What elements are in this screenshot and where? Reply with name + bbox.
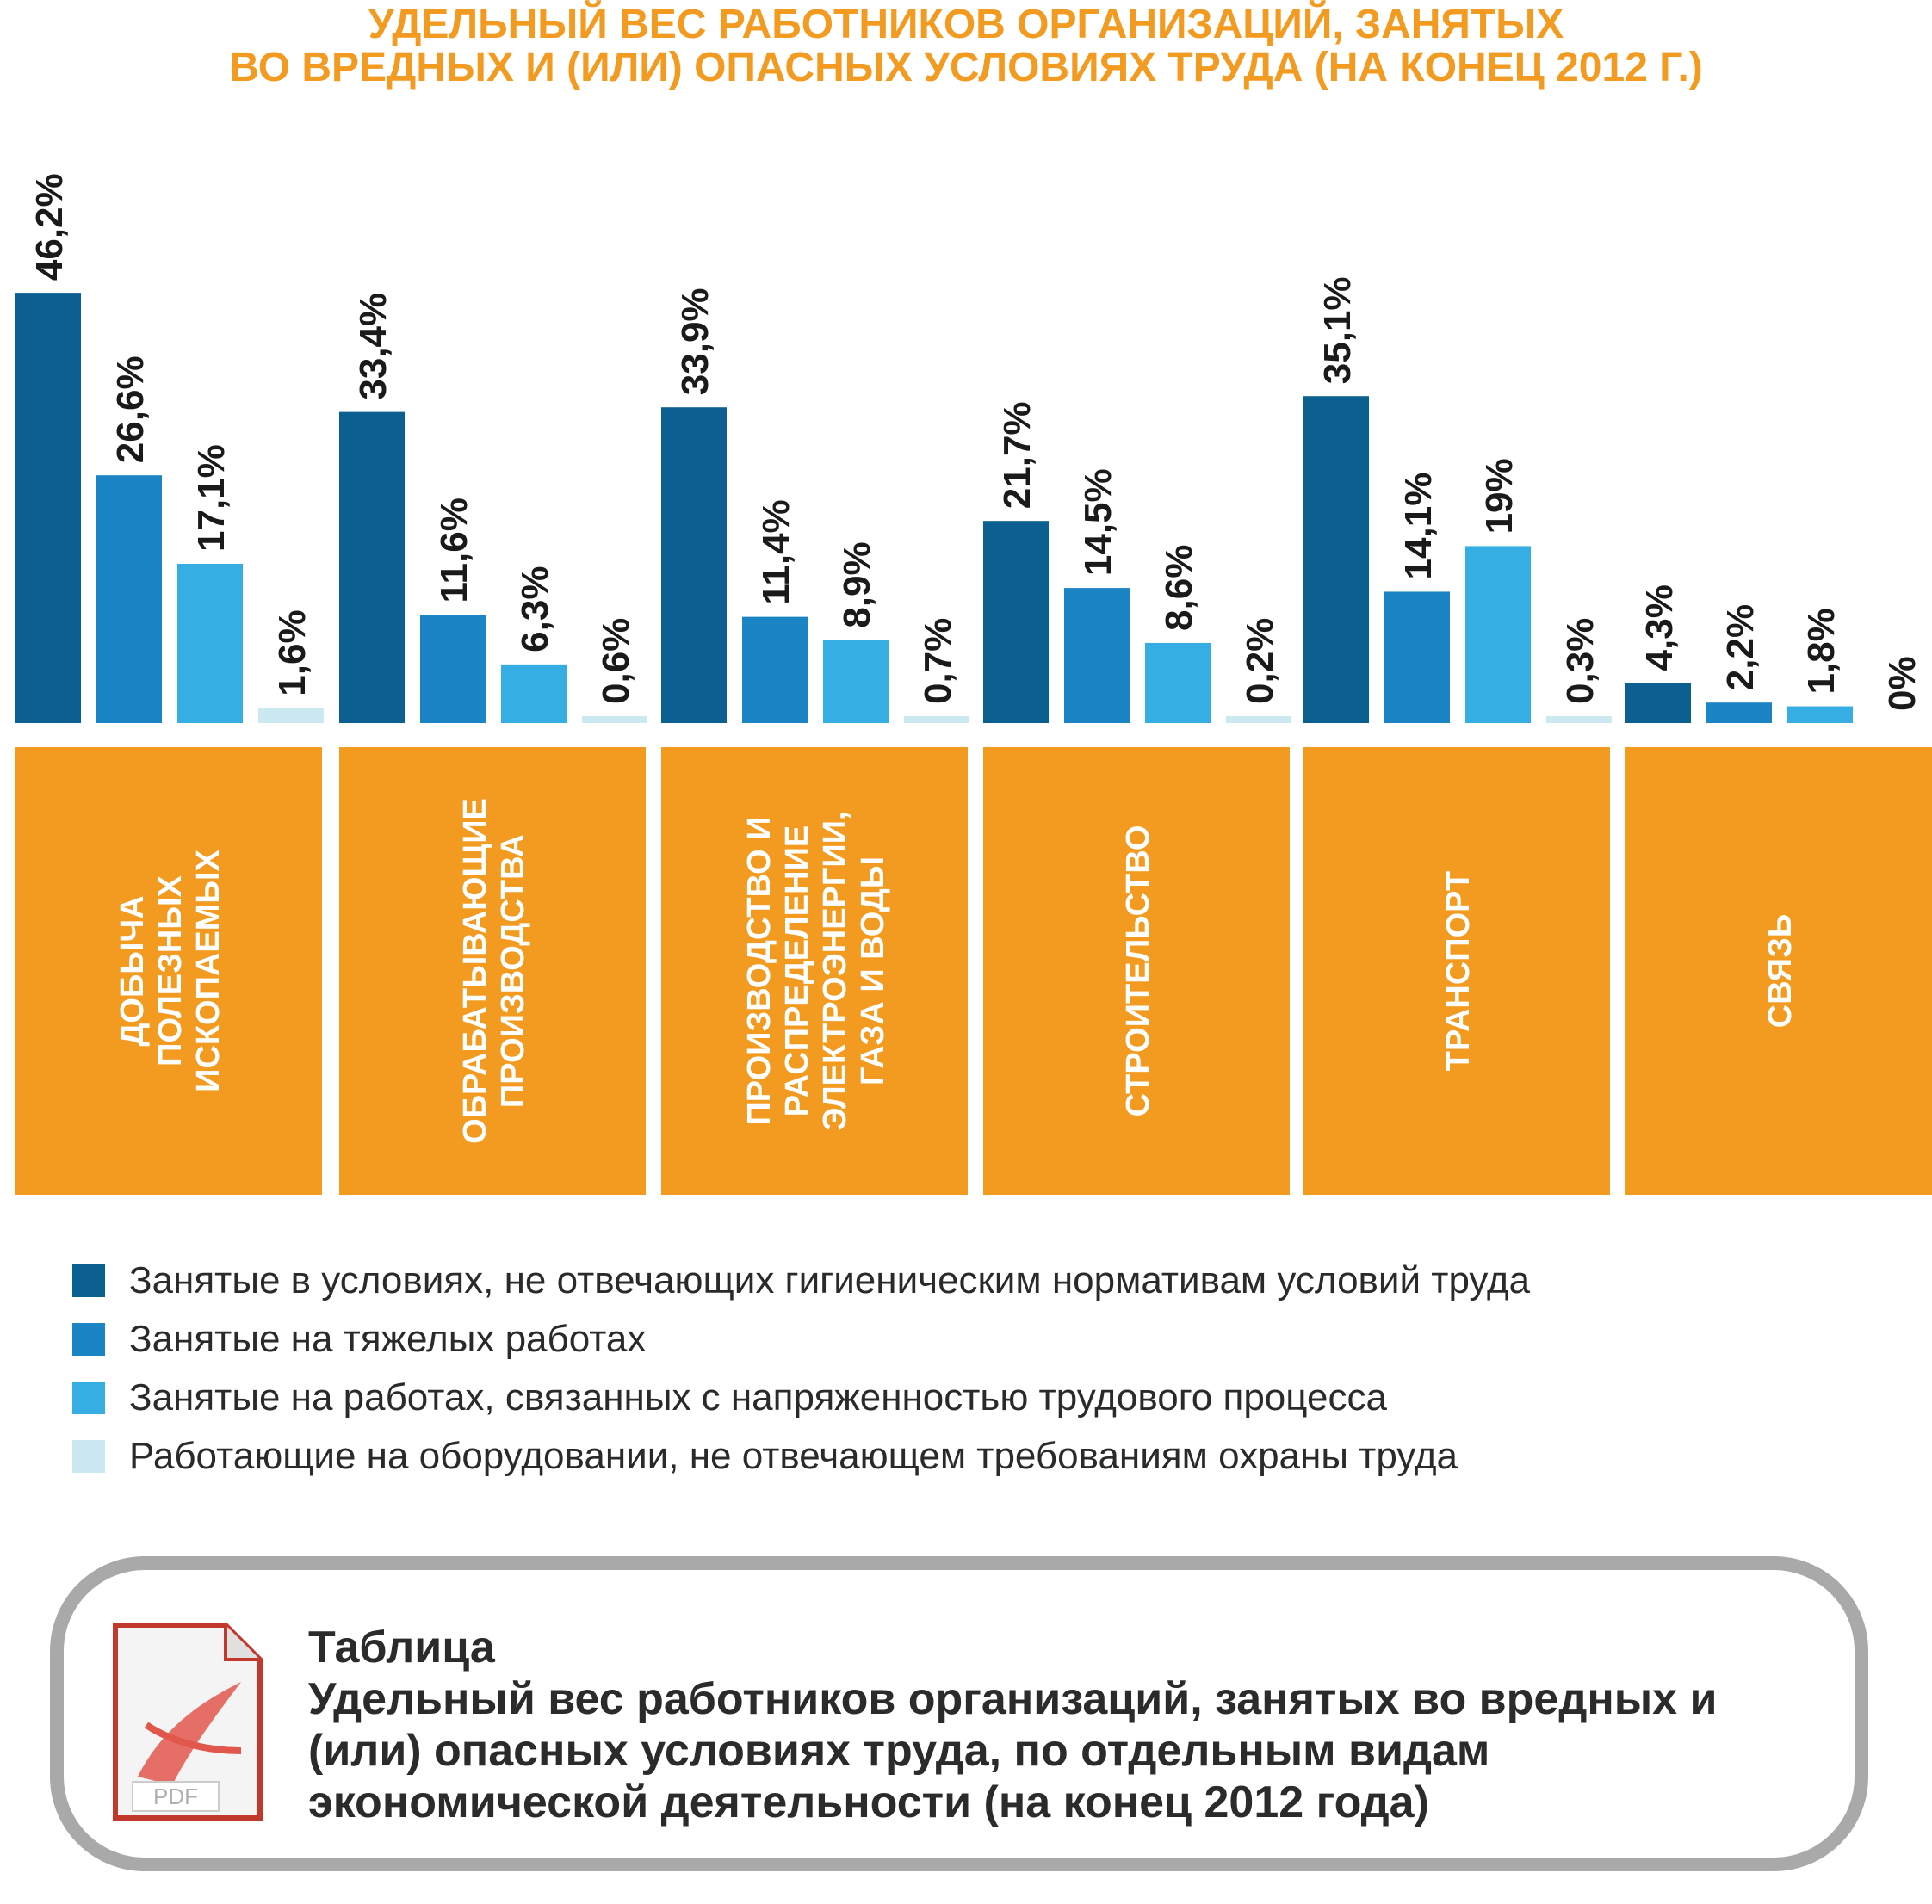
category-label-line: ОБРАБАТЫВАЮЩИЕ bbox=[457, 798, 493, 1144]
category-label-line: ТРАНСПОРТ bbox=[1440, 871, 1477, 1071]
bar bbox=[1546, 716, 1612, 723]
data-label: 8,9% bbox=[836, 541, 878, 627]
bar-chart: ДОБЫЧАПОЛЕЗНЫХИСКОПАЕМЫХ 46,2% 26,6% 17,1% 1… bbox=[15, 173, 1932, 1195]
bar bbox=[904, 716, 969, 723]
category-label-line: ПРОИЗВОДСТВО И bbox=[741, 816, 777, 1125]
data-label: 2,2% bbox=[1719, 604, 1762, 690]
bar bbox=[823, 640, 889, 723]
pdf-table-link[interactable]: PDF Таблица Удельный вес работников орга… bbox=[50, 1556, 1868, 1871]
category-label: ТРАНСПОРТ bbox=[1440, 871, 1477, 1071]
bar bbox=[1465, 546, 1531, 723]
data-label: 0,6% bbox=[595, 618, 637, 704]
bar bbox=[1706, 702, 1772, 723]
category-label: ДОБЫЧАПОЛЕЗНЫХИСКОПАЕМЫХ bbox=[115, 849, 226, 1091]
data-label: 11,6% bbox=[433, 498, 475, 603]
legend-swatch bbox=[72, 1323, 105, 1356]
category-panel bbox=[1625, 747, 1932, 1195]
category-label-line: ДОБЫЧА bbox=[115, 895, 151, 1046]
category-label: ОБРАБАТЫВАЮЩИЕПРОИЗВОДСТВА bbox=[457, 798, 531, 1144]
bar bbox=[177, 563, 243, 723]
legend-label: Занятые на работах, связанных с напряжен… bbox=[129, 1376, 1387, 1419]
category-label: ПРОИЗВОДСТВО ИРАСПРЕДЕЛЕНИЕЭЛЕКТРОЭНЕРГИ… bbox=[741, 811, 891, 1130]
data-label: 33,4% bbox=[352, 293, 394, 400]
data-label: 35,1% bbox=[1316, 276, 1359, 384]
pdf-heading[interactable]: Таблица bbox=[308, 1623, 495, 1672]
bar bbox=[1145, 642, 1211, 723]
category-panel bbox=[983, 747, 1290, 1195]
data-label: 1,6% bbox=[271, 609, 313, 695]
legend-swatch bbox=[72, 1264, 105, 1297]
bar bbox=[1064, 588, 1130, 723]
category-label-line: ИСКОПАЕМЫХ bbox=[190, 849, 226, 1091]
bar bbox=[983, 521, 1049, 723]
data-label: 14,5% bbox=[1077, 468, 1119, 576]
data-label: 46,2% bbox=[28, 173, 71, 281]
category-panel bbox=[661, 747, 968, 1195]
category-label-line: ПРОИЗВОДСТВА bbox=[495, 834, 531, 1108]
data-label: 19% bbox=[1478, 458, 1520, 534]
category-panel bbox=[339, 747, 646, 1195]
pdf-icon-label: PDF bbox=[153, 1783, 198, 1809]
legend-swatch bbox=[72, 1440, 105, 1473]
category-label-line: СВЯЗЬ bbox=[1762, 914, 1799, 1028]
bar bbox=[501, 664, 567, 723]
legend-label: Занятые на тяжелых работах bbox=[129, 1318, 647, 1360]
title-line-1: УДЕЛЬНЫЙ ВЕС РАБОТНИКОВ ОРГАНИЗАЦИЙ, ЗАН… bbox=[368, 2, 1564, 47]
data-label: 0,2% bbox=[1239, 618, 1281, 704]
page-title: УДЕЛЬНЫЙ ВЕС РАБОТНИКОВ ОРГАНИЗАЦИЙ, ЗАН… bbox=[0, 0, 1932, 90]
bar bbox=[1625, 683, 1691, 723]
data-label: 21,7% bbox=[996, 401, 1038, 509]
data-label: 33,9% bbox=[674, 287, 716, 395]
category-label-line: СТРОИТЕЛЬСТВО bbox=[1120, 825, 1156, 1117]
data-label: 26,6% bbox=[109, 355, 152, 463]
bar bbox=[582, 716, 647, 723]
data-label: 0,7% bbox=[917, 618, 959, 704]
bar bbox=[420, 615, 486, 723]
category-label-line: ЭЛЕКТРОЭНЕРГИИ, bbox=[817, 811, 853, 1130]
pdf-description-line[interactable]: Удельный вес работников организаций, зан… bbox=[308, 1674, 1718, 1724]
category-panel bbox=[15, 747, 322, 1195]
bar bbox=[96, 475, 162, 723]
category-label: СТРОИТЕЛЬСТВО bbox=[1120, 825, 1156, 1117]
category-label-line: ПОЛЕЗНЫХ bbox=[152, 875, 189, 1066]
category-label: СВЯЗЬ bbox=[1762, 914, 1799, 1028]
bar bbox=[742, 616, 808, 723]
legend-label: Работающие на оборудовании, не отвечающе… bbox=[129, 1435, 1458, 1477]
bar bbox=[1384, 591, 1450, 723]
bar bbox=[15, 293, 81, 723]
category-label-line: ГАЗА И ВОДЫ bbox=[855, 856, 891, 1085]
data-label: 0,3% bbox=[1559, 618, 1601, 704]
data-label: 6,3% bbox=[514, 566, 556, 652]
data-label: 11,4% bbox=[755, 499, 797, 604]
category-panel bbox=[1303, 747, 1610, 1195]
data-label: 8,6% bbox=[1158, 545, 1200, 631]
pdf-description-line[interactable]: (или) опасных условиях труда, по отдельн… bbox=[308, 1726, 1490, 1776]
data-label: 4,3% bbox=[1638, 584, 1681, 671]
data-label: 1,8% bbox=[1800, 608, 1842, 694]
bar bbox=[339, 411, 405, 723]
legend-swatch bbox=[72, 1382, 105, 1414]
pdf-description-line[interactable]: экономической деятельности (на конец 201… bbox=[308, 1777, 1429, 1827]
bar bbox=[258, 708, 324, 723]
bar bbox=[1226, 716, 1291, 723]
legend-label: Занятые в условиях, не отвечающих гигиен… bbox=[129, 1259, 1531, 1301]
bar bbox=[1303, 396, 1369, 723]
bar bbox=[1787, 706, 1853, 723]
data-label: 14,1% bbox=[1397, 473, 1440, 580]
title-line-2: ВО ВРЕДНЫХ И (ИЛИ) ОПАСНЫХ УСЛОВИЯХ ТРУД… bbox=[229, 45, 1703, 90]
data-label: 17,1% bbox=[190, 444, 232, 552]
data-label: 0% bbox=[1881, 656, 1923, 711]
pdf-link-text[interactable]: Таблица Удельный вес работников организа… bbox=[308, 1622, 1841, 1828]
category-label-line: РАСПРЕДЕЛЕНИЕ bbox=[779, 825, 815, 1116]
pdf-file-icon[interactable]: PDF bbox=[112, 1622, 263, 1821]
bar bbox=[661, 407, 727, 723]
